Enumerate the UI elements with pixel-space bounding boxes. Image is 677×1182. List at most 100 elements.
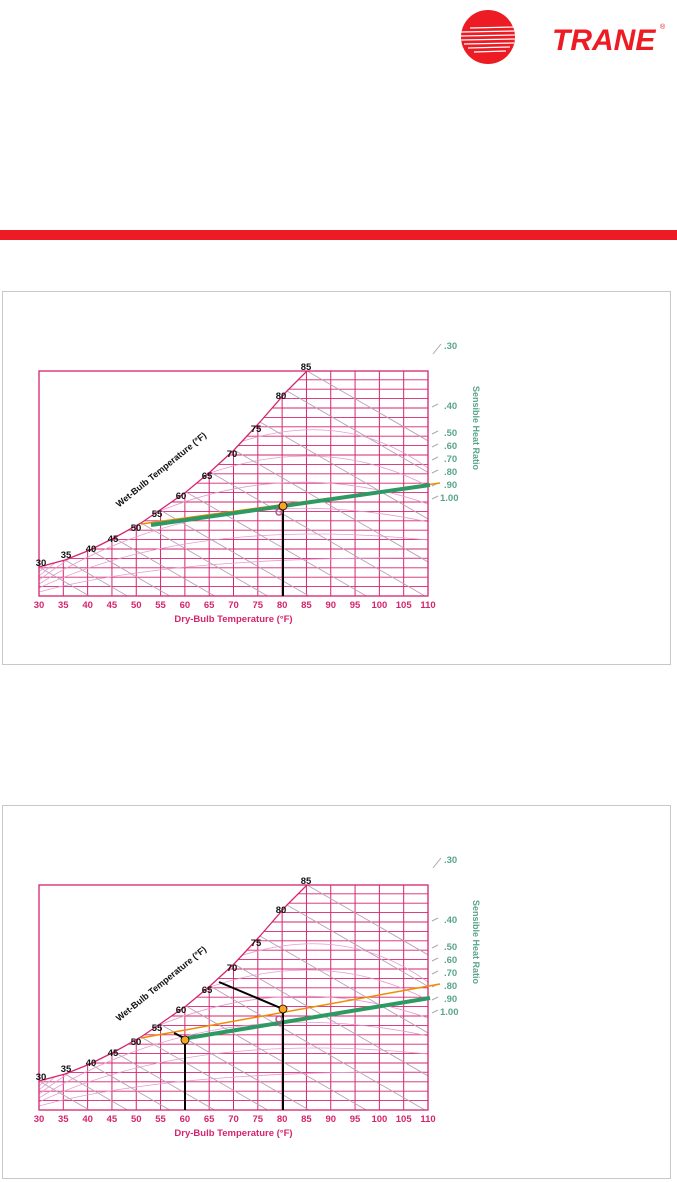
wet-bulb-line (159, 509, 421, 596)
relative-humidity-curve (39, 557, 428, 593)
shr-tick (431, 443, 439, 448)
dry-bulb-axis-title: Dry-Bulb Temperature (°F) (174, 1128, 292, 1139)
dry-bulb-tick-label: 85 (301, 1114, 312, 1125)
wet-bulb-line (286, 904, 428, 1056)
wet-bulb-label: 60 (176, 491, 187, 502)
saturation-curve (38, 884, 308, 1082)
dry-bulb-tick-label: 50 (131, 1114, 142, 1125)
shr-label: .40 (444, 915, 457, 926)
wet-bulb-label: 30 (36, 558, 47, 569)
wet-bulb-line (89, 1063, 351, 1110)
shr-label: .60 (444, 441, 457, 452)
relative-humidity-curve (39, 1021, 428, 1099)
room-ratio-line (140, 983, 441, 1039)
psychrometric-chart-2: 30 35 40 45 50 55 60 65 70 75 80 85 Wet-Bulb Tempera… (2, 805, 671, 1179)
wet-bulb-line (286, 390, 428, 542)
wet-bulb-line (64, 1073, 326, 1110)
wet-bulb-label: 50 (131, 1037, 142, 1048)
wet-bulb-label: 75 (251, 424, 262, 435)
wet-bulb-line (39, 566, 300, 596)
shr-tick (431, 495, 439, 500)
shr-label: .80 (444, 981, 457, 992)
shr-tick (431, 403, 439, 408)
wet-bulb-label: 30 (36, 1072, 47, 1083)
dry-bulb-tick-label: 70 (228, 1114, 239, 1125)
shr-tick (431, 970, 439, 975)
wet-bulb-line (259, 421, 428, 573)
shr-tick (431, 430, 439, 435)
wet-bulb-label: 35 (61, 550, 72, 561)
shr-label: .60 (444, 955, 457, 966)
dry-bulb-tick-label: 55 (155, 600, 166, 611)
dry-bulb-tick-label: 40 (82, 1114, 93, 1125)
wet-bulb-line (140, 1036, 402, 1110)
shr-tick (431, 1009, 439, 1014)
shr-tick (431, 469, 439, 474)
wet-bulb-line (89, 549, 351, 596)
dry-bulb-tick-label: 55 (155, 1114, 166, 1125)
chart-grid (39, 371, 428, 596)
wet-bulb-line (113, 1051, 375, 1110)
shr-label: .90 (444, 480, 457, 491)
wet-bulb-label: 70 (227, 449, 238, 460)
shr-tick (431, 996, 439, 1001)
reference-point (275, 508, 283, 516)
wet-bulb-label: 80 (276, 905, 287, 916)
wet-bulb-line (209, 985, 428, 1110)
shr-label: 1.00 (440, 493, 459, 504)
wet-bulb-label: 55 (152, 509, 163, 520)
dry-bulb-tick-label: 45 (107, 600, 118, 611)
wet-bulb-label: 60 (176, 1005, 187, 1016)
shr-label: .50 (444, 428, 457, 439)
shr-axis-title: Sensible Heat Ratio (471, 900, 481, 985)
dry-bulb-tick-label: 100 (371, 600, 387, 611)
wet-bulb-label: 80 (276, 391, 287, 402)
reference-point (275, 1015, 283, 1023)
shr-label: .30 (444, 341, 457, 352)
dry-bulb-tick-label: 35 (58, 1114, 69, 1125)
wet-bulb-line (233, 963, 428, 1110)
wet-bulb-label: 55 (152, 1023, 163, 1034)
dry-bulb-tick-label: 90 (325, 600, 336, 611)
shr-label: .50 (444, 942, 457, 953)
dry-bulb-tick-label: 80 (277, 600, 288, 611)
shr-tick (432, 857, 442, 869)
dry-bulb-tick-label: 95 (350, 1114, 361, 1125)
wet-bulb-label: 35 (61, 1064, 72, 1075)
dry-bulb-tick-label: 95 (350, 600, 361, 611)
dry-bulb-tick-label: 70 (228, 600, 239, 611)
wet-bulb-label: 40 (86, 1058, 97, 1069)
wet-bulb-line (64, 559, 326, 596)
shr-label: .70 (444, 968, 457, 979)
dry-bulb-tick-label: 45 (107, 1114, 118, 1125)
shr-label: .70 (444, 454, 457, 465)
shr-label: .40 (444, 401, 457, 412)
registered-mark: ® (660, 23, 666, 31)
supply-state-point (180, 1035, 190, 1045)
wet-bulb-label: 45 (108, 534, 119, 545)
wet-bulb-axis-title: Wet-Bulb Temperature (°F) (114, 944, 208, 1023)
dry-bulb-tick-label: 60 (180, 600, 191, 611)
wet-bulb-label: 75 (251, 938, 262, 949)
dry-bulb-tick-label: 65 (204, 600, 215, 611)
wet-bulb-line (39, 1080, 300, 1110)
wet-bulb-line (259, 935, 428, 1087)
dry-bulb-axis-title: Dry-Bulb Temperature (°F) (174, 614, 292, 625)
room-state-point (278, 1004, 288, 1014)
logo-wordmark: TRANE (552, 24, 656, 57)
wet-bulb-line (209, 471, 428, 596)
dry-bulb-tick-label: 75 (253, 1114, 264, 1125)
dry-bulb-tick-label: 85 (301, 600, 312, 611)
shr-tick (432, 343, 442, 355)
dry-bulb-tick-label: 110 (420, 600, 435, 611)
shr-axis-title: Sensible Heat Ratio (471, 386, 481, 471)
wet-bulb-label: 50 (131, 523, 142, 534)
dry-bulb-tick-label: 105 (396, 1114, 413, 1125)
dry-bulb-tick-label: 75 (253, 600, 264, 611)
dry-bulb-tick-label: 65 (204, 1114, 215, 1125)
psychrometric-chart-1: 30 35 40 45 50 55 60 65 70 75 80 85 Wet-Bulb Tempera… (2, 291, 671, 665)
dry-bulb-tick-label: 60 (180, 1114, 191, 1125)
wet-bulb-line (159, 1023, 421, 1110)
wet-bulb-axis-title: Wet-Bulb Temperature (°F) (114, 430, 208, 509)
room-state-point (278, 501, 288, 511)
